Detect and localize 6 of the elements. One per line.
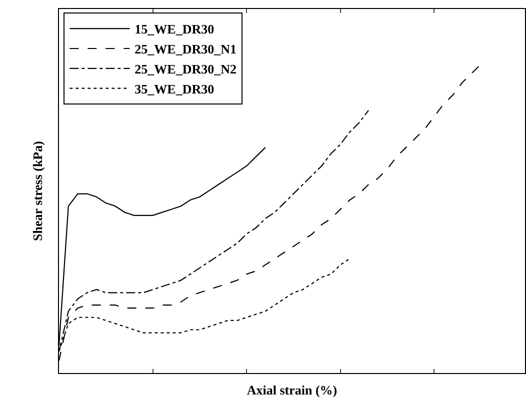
y-axis-title: Shear stress (kPa): [30, 141, 45, 241]
legend-label: 25_WE_DR30_N1: [134, 42, 237, 57]
x-axis-title: Axial strain (%): [246, 382, 338, 398]
legend-label: 25_WE_DR30_N2: [134, 61, 237, 76]
legend-label: 35_WE_DR30: [134, 81, 214, 96]
legend-label: 15_WE_DR30: [134, 22, 214, 37]
